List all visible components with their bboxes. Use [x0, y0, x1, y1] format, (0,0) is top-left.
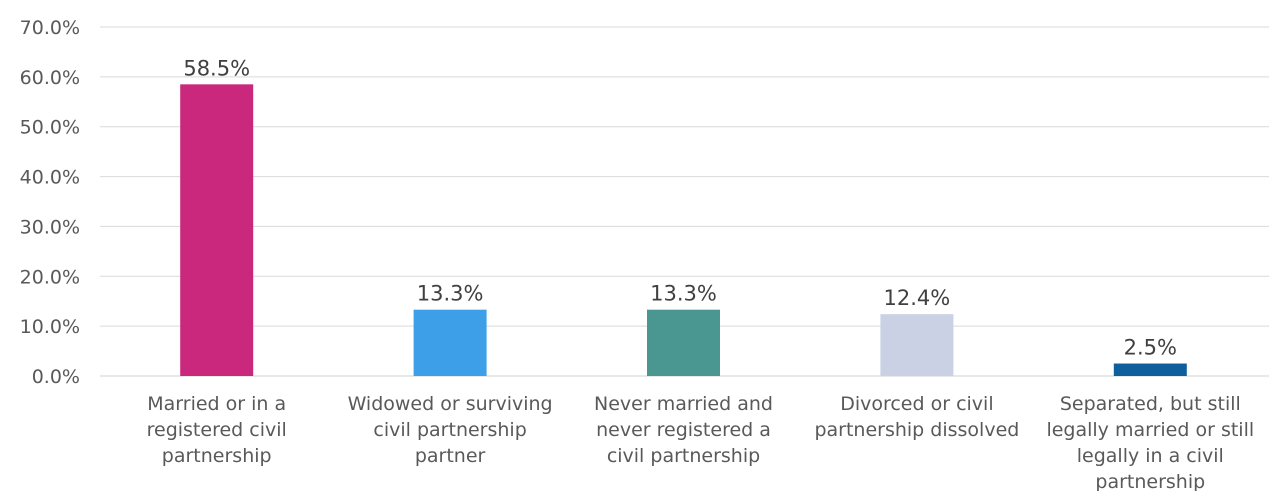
category-label-line: legally married or still — [1046, 419, 1254, 441]
category-label-line: civil partnership — [373, 419, 526, 441]
y-tick-label: 30.0% — [20, 216, 80, 238]
y-tick-label: 70.0% — [20, 17, 80, 39]
gridlines — [100, 26, 1269, 377]
y-tick-label: 10.0% — [20, 316, 80, 338]
category-label: Separated, but still legally married or s… — [1046, 393, 1254, 491]
category-label-line: Never married and — [594, 393, 773, 415]
data-label: 2.5% — [1124, 336, 1177, 360]
category-label-line: partner — [415, 445, 486, 467]
category-label-line: legally in a civil — [1077, 445, 1224, 467]
category-label-line: partnership dissolved — [814, 419, 1019, 441]
category-label-line: Married or in a — [147, 393, 286, 415]
category-label-line: partnership — [162, 445, 272, 467]
category-label-line: Separated, but still — [1060, 393, 1241, 415]
y-tick-label: 60.0% — [20, 67, 80, 89]
category-label-line: never registered a — [596, 419, 771, 441]
category-label: Widowed or surviving civil partnership par… — [348, 393, 553, 467]
bar — [413, 309, 487, 376]
y-tick-label: 50.0% — [20, 117, 80, 139]
category-label-line: partnership — [1095, 471, 1205, 491]
category-label: Divorced or civil partnership dissolved — [814, 393, 1019, 441]
category-label-line: Widowed or surviving — [348, 393, 553, 415]
y-tick-label: 20.0% — [20, 266, 80, 288]
data-label: 13.3% — [417, 282, 484, 306]
x-axis-categories: Married or in a registered civil partnersh… — [147, 393, 1255, 491]
data-labels: 58.5% 13.3% 13.3% 12.4% 2.5% — [183, 56, 1177, 359]
category-label: Married or in a registered civil partnersh… — [147, 393, 287, 467]
bar — [1113, 363, 1187, 376]
data-label: 58.5% — [183, 56, 250, 80]
y-axis-ticks: 0.0% 10.0% 20.0% 30.0% 40.0% 50.0% 60.0% 70.0% — [20, 17, 80, 388]
y-tick-label: 0.0% — [32, 366, 80, 388]
data-label: 13.3% — [650, 282, 717, 306]
category-label-line: registered civil — [147, 419, 287, 441]
y-tick-label: 40.0% — [20, 167, 80, 189]
category-label-line: Divorced or civil — [840, 393, 993, 415]
category-label-line: civil partnership — [607, 445, 760, 467]
bars — [180, 84, 1187, 376]
data-label: 12.4% — [884, 286, 951, 310]
category-label: Never married and never registered a civil… — [594, 393, 773, 467]
bar — [180, 84, 254, 376]
bar — [880, 314, 954, 376]
bar — [647, 309, 720, 376]
